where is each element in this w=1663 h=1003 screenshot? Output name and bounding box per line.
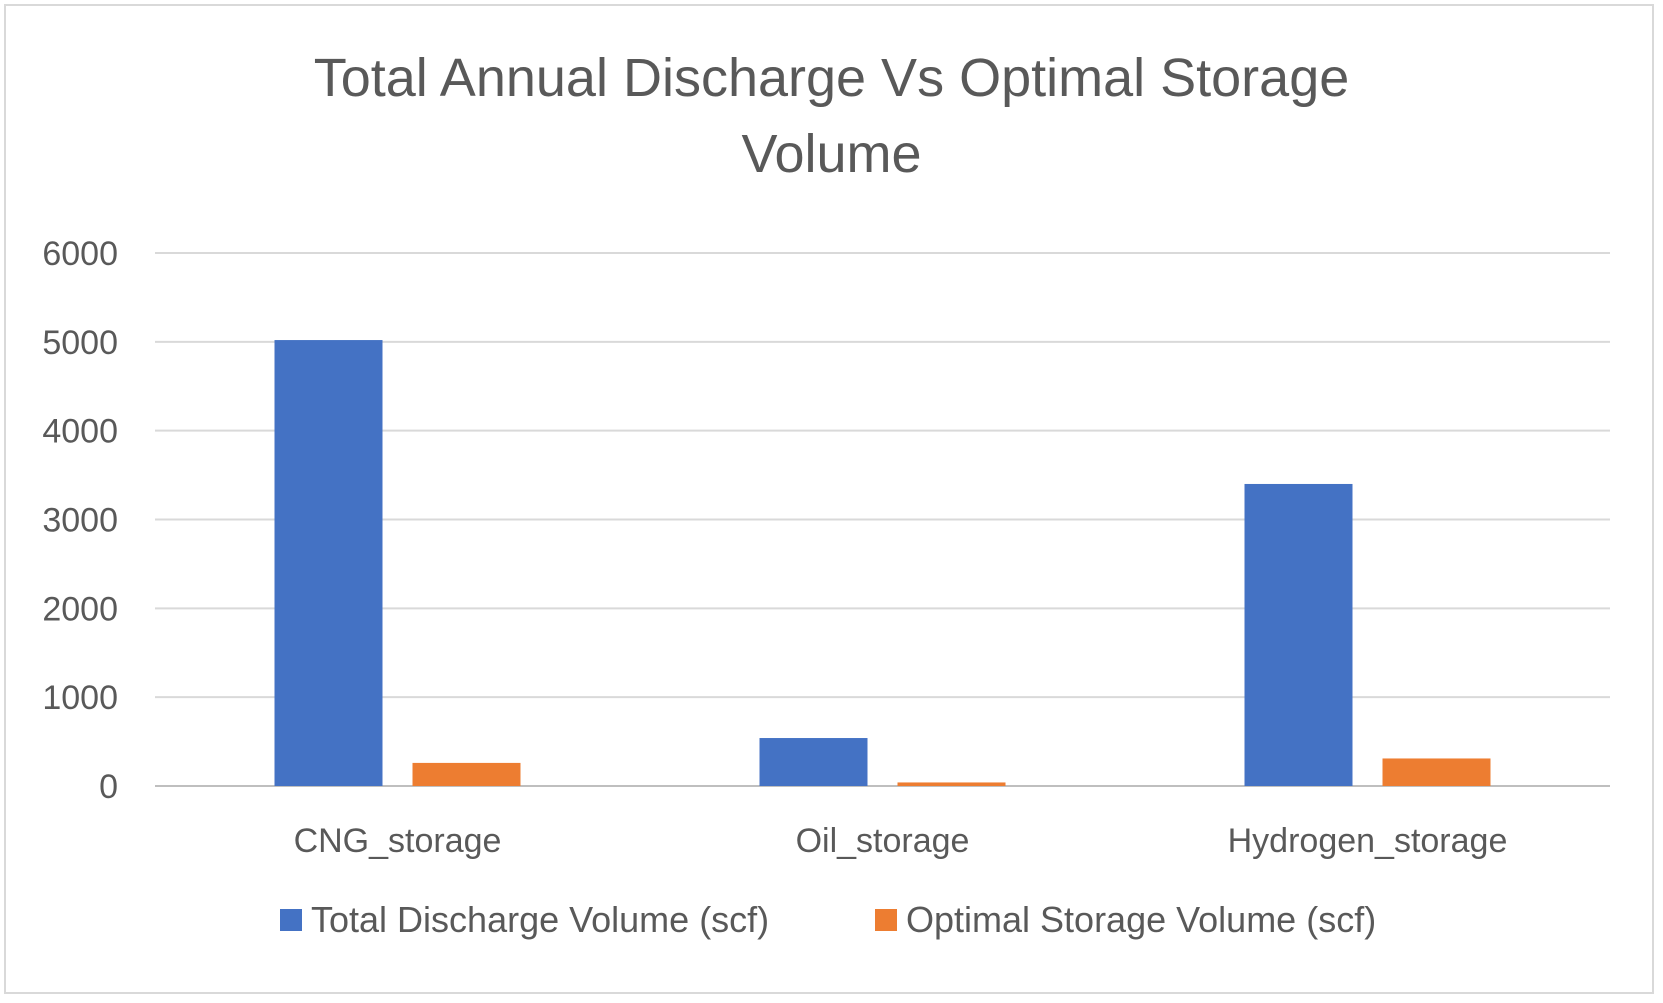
legend: Total Discharge Volume (scf) Optimal Stor… bbox=[280, 899, 1376, 940]
y-tick-label-2000: 2000 bbox=[42, 590, 118, 628]
bar-CNG_storage-series-1 bbox=[274, 340, 383, 786]
legend-swatch-series-2 bbox=[875, 909, 897, 931]
y-tick-label-3000: 3000 bbox=[42, 502, 118, 540]
y-tick-label-6000: 6000 bbox=[42, 235, 118, 273]
bar-CNG_storage-series-2 bbox=[412, 762, 521, 786]
chart-title: Total Annual Discharge Vs Optimal Storag… bbox=[0, 40, 1663, 192]
gridlines bbox=[155, 252, 1610, 787]
y-tick-label-4000: 4000 bbox=[42, 413, 118, 451]
legend-label-series-2: Optimal Storage Volume (scf) bbox=[906, 899, 1376, 940]
y-tick-label-0: 0 bbox=[99, 768, 118, 806]
y-tick-label-5000: 5000 bbox=[42, 324, 118, 362]
chart-title-line-2: Volume bbox=[741, 124, 922, 184]
bar-Oil_storage-series-2 bbox=[897, 782, 1006, 786]
bar-Oil_storage-series-1 bbox=[759, 738, 868, 786]
bar-Hydrogen_storage-series-1 bbox=[1244, 483, 1353, 786]
bar-Hydrogen_storage-series-2 bbox=[1382, 758, 1491, 786]
legend-label-series-1: Total Discharge Volume (scf) bbox=[311, 899, 769, 940]
chart-title-line-1: Total Annual Discharge Vs Optimal Storag… bbox=[313, 48, 1350, 108]
y-axis-ticks: 0 1000 2000 3000 4000 5000 6000 bbox=[42, 235, 118, 806]
x-axis-categories: CNG_storage Oil_storage Hydrogen_storage bbox=[294, 822, 1508, 860]
legend-swatch-series-1 bbox=[280, 909, 302, 931]
bars bbox=[274, 340, 1491, 786]
x-category-label: CNG_storage bbox=[294, 822, 502, 860]
x-category-label: Oil_storage bbox=[796, 822, 970, 860]
y-tick-label-1000: 1000 bbox=[42, 679, 118, 717]
x-category-label: Hydrogen_storage bbox=[1228, 822, 1508, 860]
